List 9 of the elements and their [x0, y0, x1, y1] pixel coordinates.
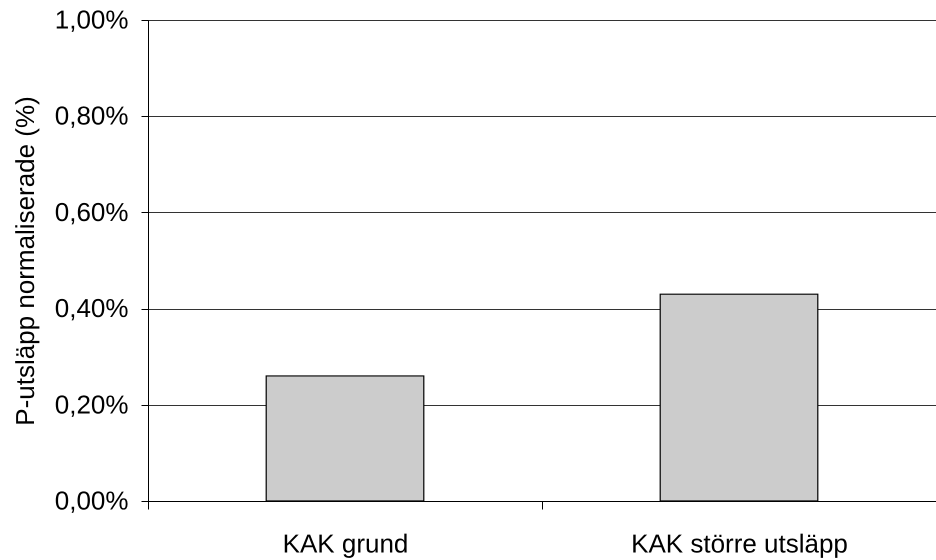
- y-tick-label: 1,00%: [54, 4, 128, 34]
- y-tick-label: 0,40%: [54, 293, 128, 324]
- y-tick-label: 0,80%: [54, 100, 128, 131]
- x-tick-label: KAK grund: [282, 528, 408, 558]
- y-tick-label: 0,20%: [54, 389, 128, 420]
- y-tick-label: 0,00%: [54, 486, 128, 516]
- y-axis-title: P-utsläpp normaliserade (%): [10, 96, 40, 426]
- x-tick-label: KAK större utsläpp: [631, 528, 848, 558]
- y-tick-label: 0,60%: [54, 196, 128, 227]
